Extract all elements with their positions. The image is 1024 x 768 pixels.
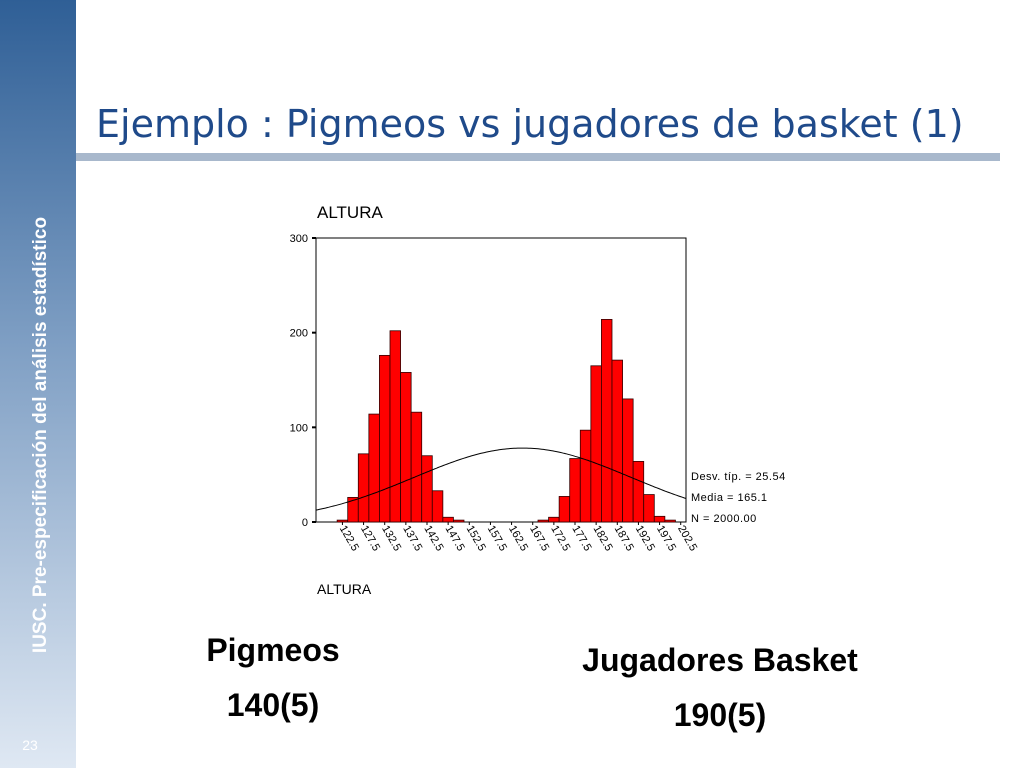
- bar: [431, 490, 444, 523]
- caption-name: Jugadores Basket: [582, 642, 858, 678]
- x-tick-label: 187.5: [612, 524, 636, 554]
- x-tick-label: 192.5: [633, 524, 657, 554]
- x-tick-label: 122.5: [337, 524, 361, 554]
- y-tick-label: 200: [290, 328, 308, 340]
- sidebar-text: IUSC. Pre-especificación del análisis es…: [30, 217, 51, 653]
- bar: [379, 354, 391, 523]
- bar: [400, 372, 412, 523]
- normal-curve: [315, 447, 687, 511]
- x-tick-label: 162.5: [506, 524, 530, 554]
- x-tick-label: 167.5: [527, 524, 551, 554]
- bar: [601, 319, 613, 523]
- x-tick-label: 197.5: [654, 524, 678, 554]
- stats-label: N = 2000.00: [691, 513, 757, 525]
- bar: [410, 411, 423, 523]
- sidebar: [0, 0, 76, 768]
- y-tick-label: 0: [302, 517, 308, 529]
- x-axis-label: ALTURA: [317, 581, 372, 597]
- x-tick-label: 132.5: [379, 524, 403, 554]
- bar: [548, 516, 560, 523]
- x-tick-label: 182.5: [591, 524, 615, 554]
- page-number: 23: [22, 737, 38, 753]
- x-tick-label: 142.5: [421, 524, 445, 554]
- caption-value: 190(5): [674, 697, 767, 733]
- bar: [664, 519, 676, 523]
- slide-title: Ejemplo : Pigmeos vs jugadores de basket…: [96, 102, 964, 146]
- stats-label: Media = 165.1: [691, 492, 768, 504]
- x-tick-label: 202.5: [675, 524, 699, 554]
- bar: [590, 365, 602, 523]
- bar: [537, 519, 549, 523]
- x-tick-label: 177.5: [569, 524, 593, 554]
- bar: [368, 413, 380, 523]
- bar: [579, 429, 592, 523]
- x-tick-label: 172.5: [548, 524, 572, 554]
- bar: [389, 330, 401, 523]
- y-tick-label: 100: [290, 422, 308, 434]
- x-tick-label: 152.5: [464, 524, 488, 554]
- bar: [632, 461, 645, 523]
- bar: [653, 515, 666, 523]
- bar: [622, 398, 634, 523]
- bar: [611, 359, 623, 523]
- plot-frame: [315, 237, 687, 523]
- bar: [643, 494, 655, 523]
- bar: [442, 516, 454, 523]
- y-tick-label: 300: [290, 233, 308, 245]
- title-rule: [76, 153, 1000, 161]
- caption-value: 140(5): [227, 687, 320, 723]
- bar: [453, 519, 465, 523]
- chart-title: ALTURA: [317, 203, 383, 222]
- plot: 0 100 200 300 122.5127.5132.5137.5142.5147.5…: [290, 233, 786, 553]
- bar: [569, 458, 581, 523]
- x-tick-label: 127.5: [358, 524, 382, 554]
- x-tick-label: 147.5: [443, 524, 467, 554]
- bar: [336, 519, 349, 523]
- x-tick-label: 137.5: [400, 524, 424, 554]
- x-tick-label: 157.5: [485, 524, 509, 554]
- bar: [558, 496, 571, 523]
- stats-label: Desv. típ. = 25.54: [691, 471, 786, 483]
- bar: [357, 453, 370, 523]
- caption-name: Pigmeos: [206, 632, 339, 668]
- bar: [421, 455, 433, 523]
